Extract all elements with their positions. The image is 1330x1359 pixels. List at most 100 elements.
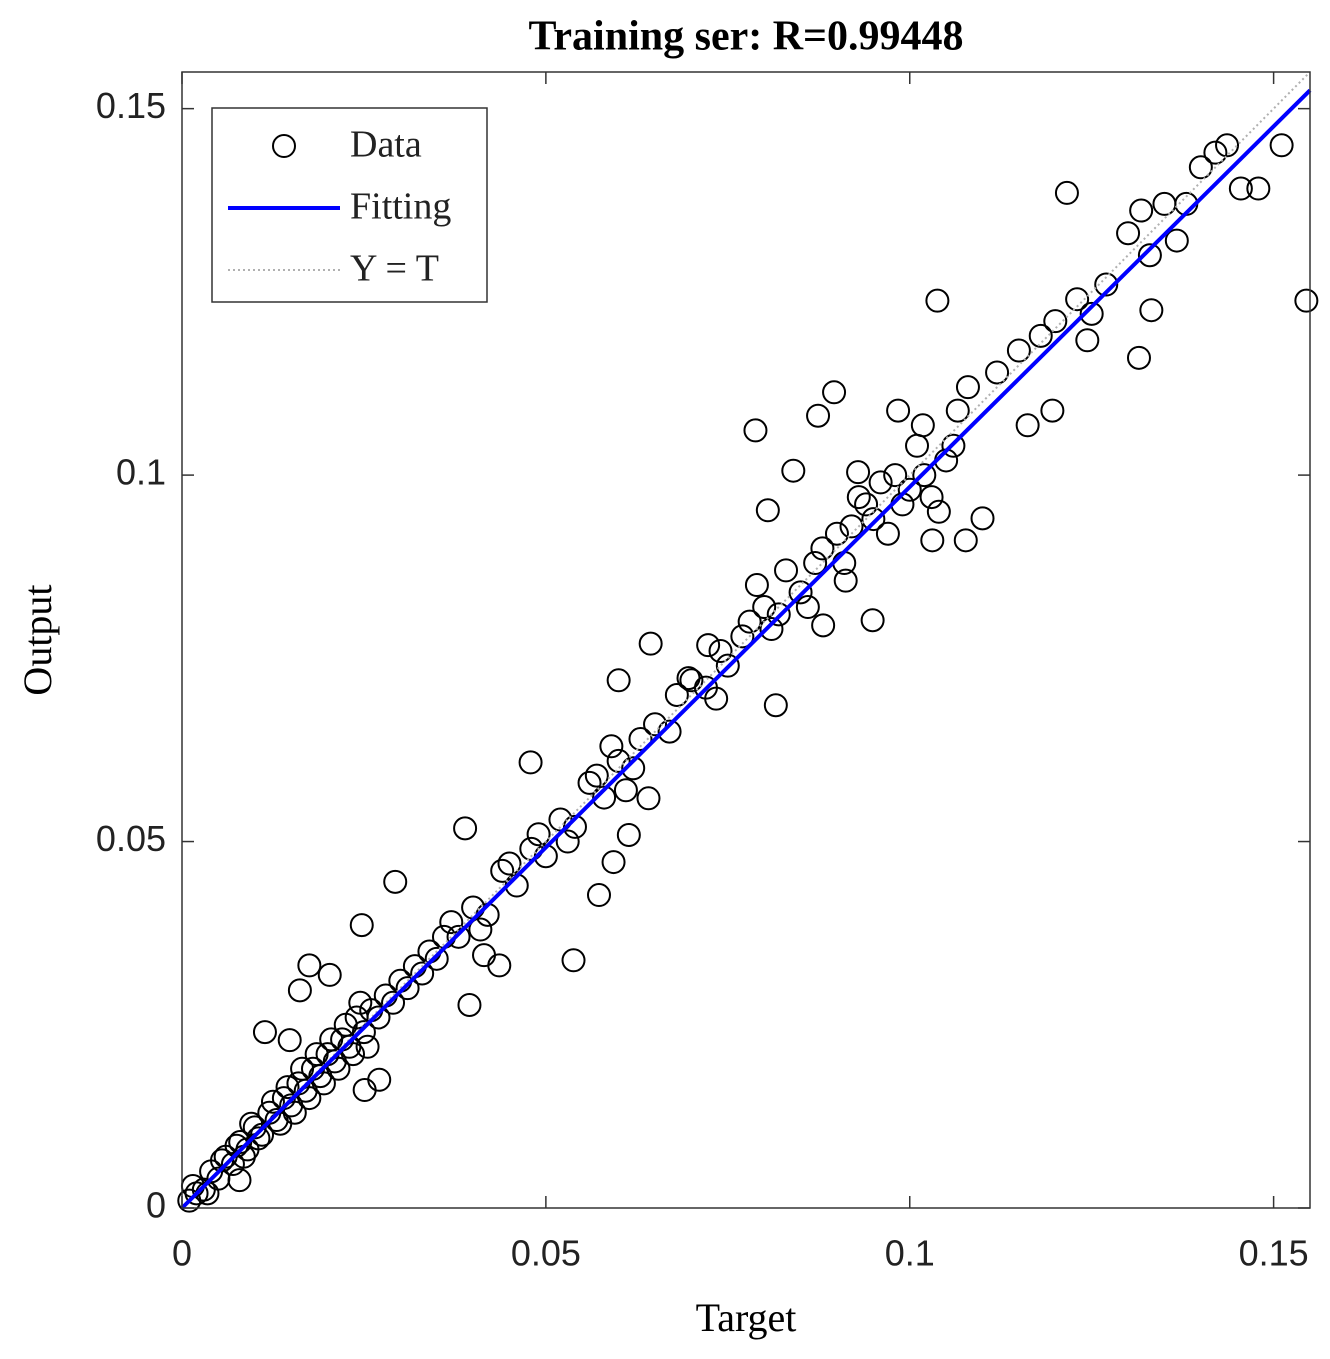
data-point bbox=[1079, 301, 1104, 326]
data-point bbox=[1228, 176, 1253, 201]
data-point bbox=[424, 946, 449, 971]
data-point bbox=[1116, 221, 1141, 246]
data-point bbox=[1040, 398, 1065, 423]
data-point bbox=[883, 463, 908, 488]
data-point bbox=[854, 492, 879, 517]
data-point bbox=[227, 1168, 252, 1193]
data-point bbox=[875, 521, 900, 546]
data-point bbox=[743, 418, 768, 443]
legend-label: Y = T bbox=[350, 248, 439, 290]
data-point bbox=[643, 712, 668, 737]
data-point bbox=[1054, 180, 1079, 205]
data-point bbox=[1139, 298, 1164, 323]
data-point bbox=[616, 822, 641, 847]
fit-line bbox=[181, 71, 1311, 1209]
data-point bbox=[1043, 309, 1068, 334]
data-point bbox=[457, 992, 482, 1017]
data-point bbox=[355, 1034, 380, 1059]
data-point bbox=[955, 375, 980, 400]
data-point bbox=[925, 288, 950, 313]
data-point bbox=[599, 734, 624, 759]
data-point bbox=[704, 686, 729, 711]
data-point bbox=[752, 595, 777, 620]
plot-content bbox=[177, 71, 1319, 1213]
data-point bbox=[1015, 413, 1040, 438]
data-point bbox=[287, 978, 312, 1003]
data-point bbox=[246, 1126, 271, 1151]
data-point bbox=[833, 568, 858, 593]
data-point bbox=[555, 829, 580, 854]
data-point bbox=[897, 477, 922, 502]
data-point bbox=[795, 595, 820, 620]
y-tick-label: 0 bbox=[146, 1185, 166, 1226]
data-point bbox=[679, 668, 704, 693]
data-point bbox=[352, 1078, 377, 1103]
data-point bbox=[919, 485, 944, 510]
data-point bbox=[348, 990, 373, 1015]
data-point bbox=[763, 693, 788, 718]
data-point bbox=[584, 763, 609, 788]
data-point bbox=[1126, 345, 1151, 370]
data-point bbox=[970, 506, 995, 531]
data-point bbox=[311, 1071, 336, 1096]
data-point bbox=[1129, 198, 1154, 223]
data-point bbox=[319, 1027, 344, 1052]
data-point bbox=[282, 1100, 307, 1125]
axes-box bbox=[181, 71, 1311, 1209]
data-point bbox=[606, 748, 631, 773]
fit-line bbox=[180, 88, 1312, 1210]
data-point bbox=[326, 1056, 351, 1081]
data-point bbox=[317, 962, 342, 987]
data-point bbox=[561, 948, 586, 973]
data-point bbox=[744, 573, 769, 598]
data-point bbox=[1028, 323, 1053, 348]
data-point bbox=[920, 528, 945, 553]
data-point bbox=[737, 609, 762, 634]
data-point bbox=[439, 910, 464, 935]
data-point bbox=[366, 1005, 391, 1030]
data-point bbox=[592, 785, 617, 810]
data-point bbox=[905, 433, 930, 458]
data-point bbox=[1269, 133, 1294, 158]
data-point bbox=[277, 1028, 302, 1053]
data-point bbox=[766, 602, 791, 627]
data-point bbox=[868, 470, 893, 495]
data-point bbox=[260, 1089, 285, 1114]
x-tick-label: 0.1 bbox=[885, 1233, 935, 1274]
y-tick-label: 0.15 bbox=[96, 85, 166, 126]
data-point bbox=[636, 786, 661, 811]
legend-box bbox=[211, 107, 488, 303]
data-point bbox=[275, 1075, 300, 1100]
data-point bbox=[839, 514, 864, 539]
data-point bbox=[472, 943, 497, 968]
data-point bbox=[297, 1086, 322, 1111]
data-point bbox=[446, 924, 471, 949]
data-point bbox=[953, 528, 978, 553]
data-point bbox=[395, 976, 420, 1001]
data-point bbox=[453, 816, 478, 841]
data-point bbox=[621, 756, 646, 781]
data-point bbox=[383, 869, 408, 894]
data-point bbox=[664, 682, 689, 707]
data-point bbox=[518, 750, 543, 775]
legend-marker bbox=[272, 134, 296, 158]
data-point bbox=[774, 558, 799, 583]
data-point bbox=[810, 536, 835, 561]
data-point bbox=[586, 883, 611, 908]
data-point bbox=[759, 617, 784, 642]
data-point bbox=[1203, 140, 1228, 165]
legend-label: Fitting bbox=[350, 186, 451, 228]
data-point bbox=[860, 608, 885, 633]
data-point bbox=[577, 770, 602, 795]
data-point bbox=[696, 633, 721, 658]
data-point bbox=[755, 498, 780, 523]
data-point bbox=[1294, 288, 1319, 313]
data-point bbox=[1006, 338, 1031, 363]
data-point bbox=[886, 398, 911, 423]
data-point bbox=[708, 638, 733, 663]
data-point bbox=[861, 507, 886, 532]
data-point bbox=[333, 1012, 358, 1037]
data-point bbox=[606, 668, 631, 693]
